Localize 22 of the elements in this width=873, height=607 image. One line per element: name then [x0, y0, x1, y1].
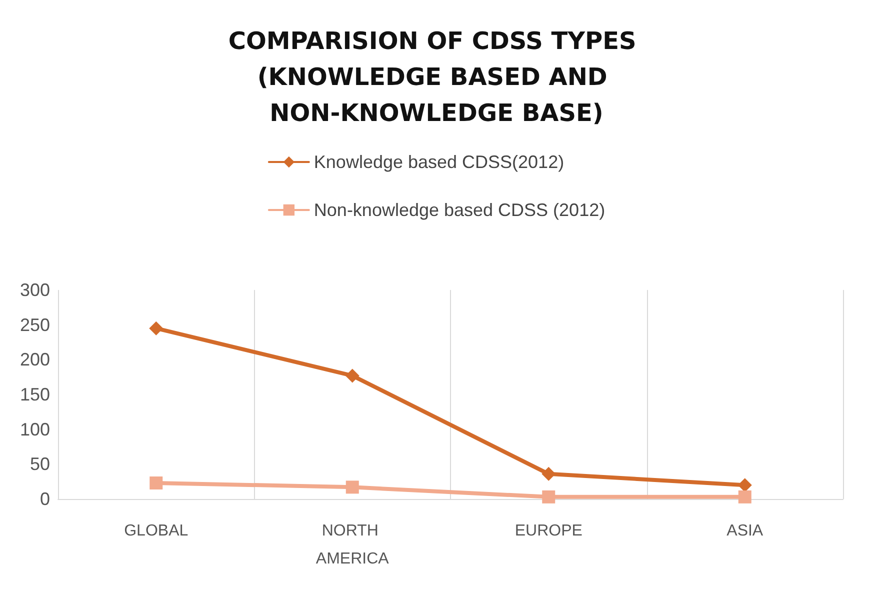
legend-label: Knowledge based CDSS(2012)	[314, 152, 564, 172]
chart-title: COMPARISION OF CDSS TYPES (KNOWLEDGE BASED AND NON-KNOWLEDGE BASE)	[228, 27, 645, 127]
y-tick-label: 150	[20, 384, 50, 404]
x-tick-label: ASIA	[726, 522, 764, 540]
point	[345, 368, 360, 383]
point	[346, 480, 359, 494]
point	[738, 478, 752, 492]
point	[542, 490, 556, 504]
y-tick-label: 300	[20, 280, 50, 300]
y-tick-label: 250	[20, 314, 50, 335]
y-tick-label: 50	[30, 454, 50, 474]
legend-label: Non-knowledge based CDSS (2012)	[314, 200, 606, 220]
y-tick-label: 0	[40, 489, 50, 509]
y-tick-label: 200	[20, 350, 50, 370]
x-tick-label: GLOBAL	[124, 522, 188, 540]
y-tick-label: 100	[20, 419, 50, 440]
point	[149, 321, 164, 336]
point	[150, 476, 163, 490]
point	[542, 466, 556, 481]
x-tick-label: NORTH AMERICA	[316, 522, 390, 568]
point	[738, 490, 752, 504]
x-tick-label: EUROPE	[514, 522, 582, 540]
